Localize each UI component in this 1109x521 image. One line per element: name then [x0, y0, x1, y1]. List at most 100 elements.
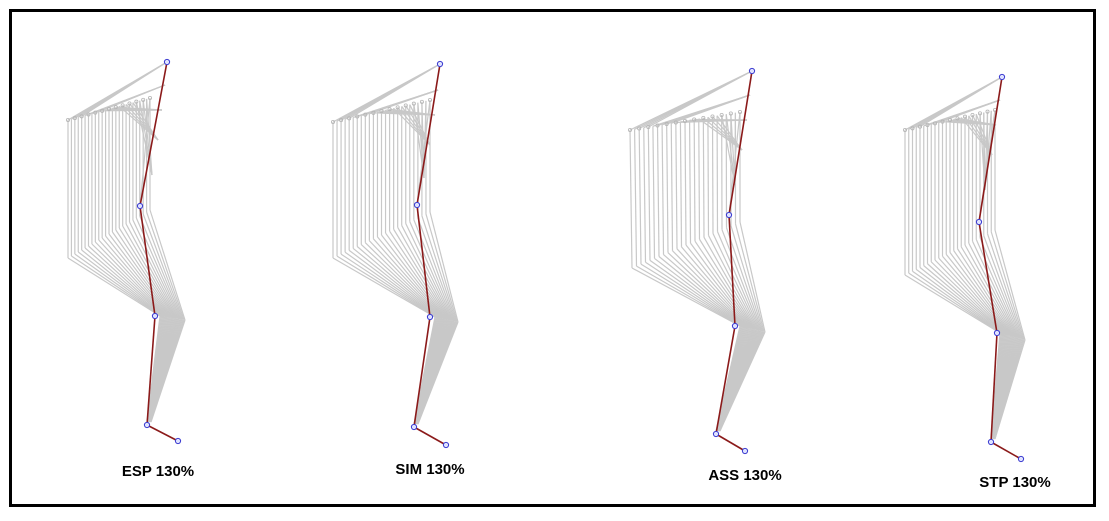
trace-marker: [692, 117, 697, 122]
segment-line: [139, 205, 156, 317]
segment-line: [978, 76, 1003, 223]
trace-lower: [344, 251, 439, 319]
trace-marker: [72, 116, 77, 121]
trace-lower: [971, 240, 1020, 339]
trace-lower: [405, 223, 453, 322]
trace-lower: [912, 270, 1003, 335]
segment-line: [978, 221, 998, 334]
trace-marker: [903, 127, 908, 132]
trace-thigh: [145, 98, 153, 176]
trace-shank: [638, 128, 642, 265]
trace-lower: [381, 234, 447, 320]
trace-marker: [970, 113, 975, 118]
trace-marker: [940, 119, 945, 124]
joint-toe: [174, 437, 182, 445]
trace-lower: [132, 219, 181, 320]
trace-marker: [710, 114, 715, 119]
trace-marker: [93, 110, 98, 115]
trace-marker: [655, 123, 660, 128]
trace-lower: [348, 249, 440, 319]
trace-marker: [127, 101, 132, 106]
trace-marker: [147, 96, 152, 101]
stick-figure-3: [628, 67, 766, 455]
trace-thigh: [115, 106, 163, 111]
trace-marker: [728, 111, 733, 116]
trace-marker: [113, 105, 118, 110]
trace-lower: [74, 253, 163, 317]
segment-line: [715, 325, 736, 435]
trace-marker: [683, 119, 688, 124]
trace-marker: [141, 97, 146, 102]
trace-lower: [421, 215, 457, 322]
trace-marker: [379, 109, 384, 114]
trace-marker: [664, 122, 669, 127]
trace-lower: [703, 237, 758, 331]
trace-marker: [387, 107, 392, 112]
trace-marker: [371, 110, 376, 115]
trace-marker: [363, 112, 368, 117]
trace-lower: [645, 261, 744, 328]
trace-thigh: [730, 113, 736, 186]
trace-lower: [927, 263, 1007, 336]
trace-marker: [933, 121, 938, 126]
trace-marker: [628, 127, 633, 132]
trace-marker: [107, 107, 112, 112]
joint-hip: [998, 73, 1006, 81]
joint-knee: [413, 201, 421, 209]
trace-lower: [332, 257, 436, 318]
trace-lower: [938, 257, 1010, 337]
segment-line: [990, 441, 1022, 460]
trace-marker: [948, 118, 953, 123]
trace-shank: [702, 117, 705, 238]
trace-thigh: [919, 76, 1003, 128]
trace-lower: [694, 240, 756, 330]
trace-lower: [368, 240, 445, 320]
label-esp: ESP 130%: [122, 463, 194, 480]
trace-lower: [393, 228, 450, 321]
trace-lower: [108, 233, 173, 319]
joint-knee: [136, 202, 144, 210]
trace-lower: [663, 254, 748, 329]
trace-thigh: [139, 97, 151, 207]
label-ass: ASS 130%: [708, 467, 781, 484]
trace-lower: [111, 231, 175, 319]
trace-lower: [139, 215, 183, 320]
trace-marker: [673, 120, 678, 125]
trace-lower: [149, 209, 186, 321]
trace-marker: [646, 125, 651, 130]
trace-thigh: [393, 107, 431, 146]
trace-shank: [684, 120, 687, 246]
trace-lower: [376, 236, 447, 320]
trace-lower: [942, 255, 1011, 337]
trace-shank: [661, 124, 665, 255]
trace-lower: [81, 249, 165, 318]
trace-shank: [643, 127, 647, 263]
trace-lower: [734, 223, 765, 332]
trace-lower: [904, 274, 1001, 334]
trace-foot: [994, 339, 1026, 440]
trace-lower: [409, 221, 454, 322]
trace-shank: [652, 126, 656, 259]
trace-lower: [953, 250, 1015, 338]
segment-line: [413, 316, 431, 428]
stick-figure-2: [330, 60, 459, 449]
trace-lower: [658, 256, 747, 328]
trace-lower: [990, 231, 1025, 340]
trace-thigh: [81, 61, 168, 117]
trace-lower: [923, 265, 1006, 335]
trace-lower: [983, 235, 1023, 340]
trace-lower: [389, 230, 449, 321]
trace-lower: [94, 241, 169, 318]
trace-marker: [411, 101, 416, 106]
stick-figure-1: [66, 58, 186, 445]
joint-ankle: [151, 312, 159, 320]
trace-marker: [330, 120, 335, 125]
trace-lower: [730, 225, 764, 332]
joint-ankle: [731, 322, 739, 330]
trace-lower: [84, 247, 166, 318]
trace-lower: [685, 244, 753, 330]
trace-lower: [340, 253, 438, 318]
trace-shank: [698, 118, 701, 240]
segment-line: [146, 315, 156, 426]
trace-marker: [963, 114, 968, 119]
